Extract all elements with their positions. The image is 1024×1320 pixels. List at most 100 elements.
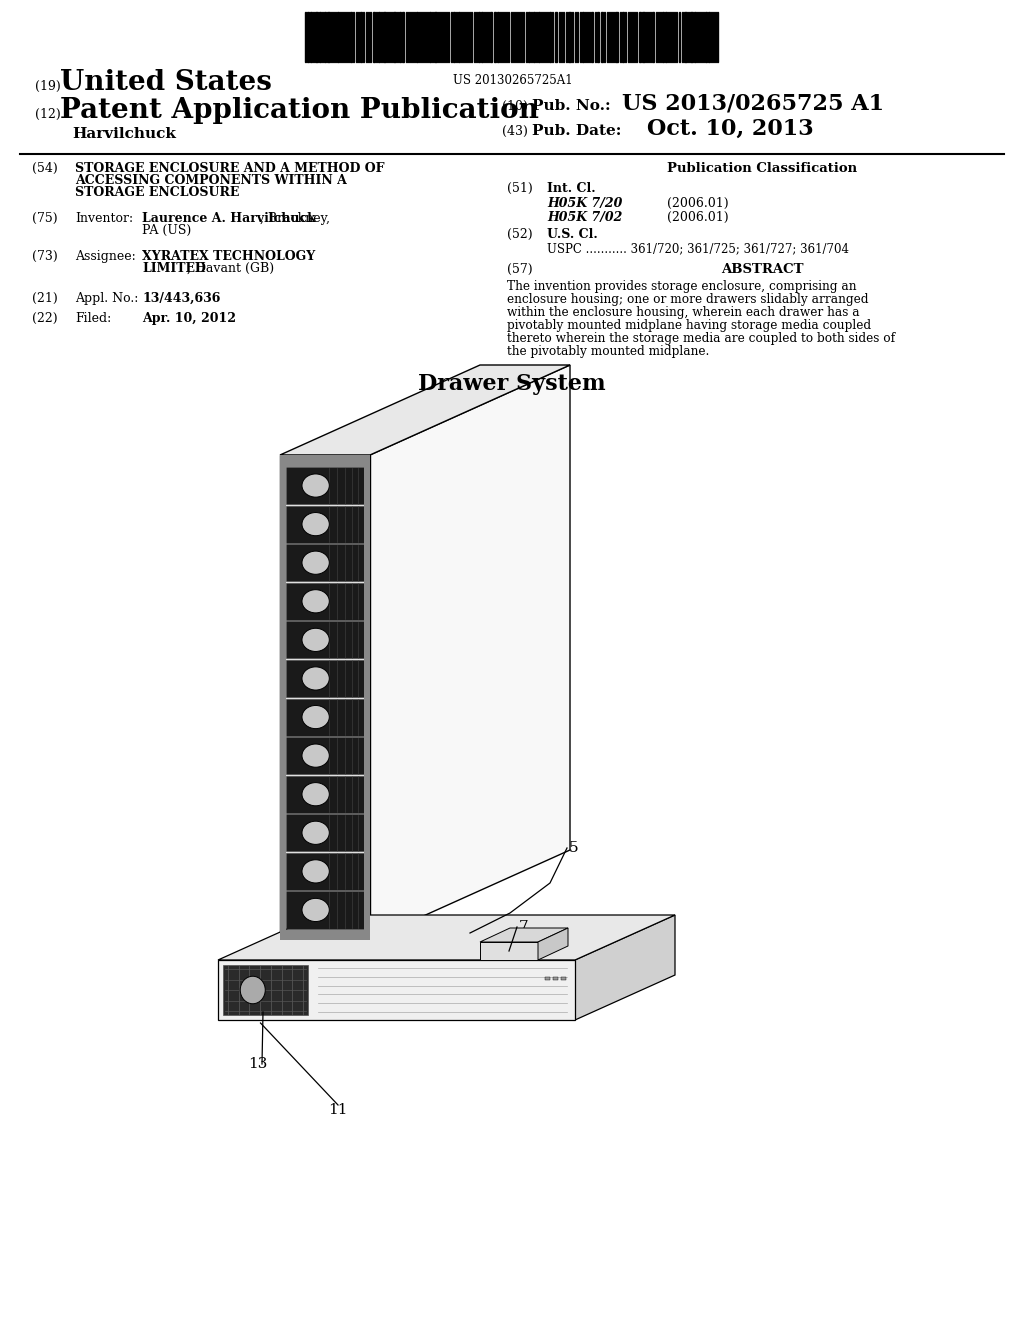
Polygon shape (575, 915, 675, 1020)
Text: 13/443,636: 13/443,636 (142, 292, 220, 305)
Bar (402, 12, 404, 62)
Text: USPC ........... 361/720; 361/725; 361/727; 361/704: USPC ........... 361/720; 361/725; 361/7… (547, 242, 849, 255)
Bar (373, 12, 375, 62)
Text: (51): (51) (507, 182, 532, 195)
Bar (494, 12, 496, 62)
Text: , Havant (GB): , Havant (GB) (187, 261, 274, 275)
Text: pivotably mounted midplane having storage media coupled: pivotably mounted midplane having storag… (507, 319, 871, 333)
Bar (315, 12, 318, 62)
Text: (73): (73) (32, 249, 57, 263)
Bar (319, 12, 321, 62)
Bar (286, 737, 364, 774)
Bar (549, 12, 551, 62)
Text: Publication Classification: Publication Classification (667, 162, 857, 176)
Bar (286, 506, 364, 543)
Bar (286, 467, 364, 504)
Ellipse shape (302, 512, 330, 536)
Bar (481, 12, 483, 62)
Text: Apr. 10, 2012: Apr. 10, 2012 (142, 312, 236, 325)
Bar (286, 582, 364, 620)
Bar (480, 942, 538, 960)
Bar (327, 12, 330, 62)
Text: thereto wherein the storage media are coupled to both sides of: thereto wherein the storage media are co… (507, 333, 895, 345)
Text: Assignee:: Assignee: (75, 249, 136, 263)
Bar (705, 12, 707, 62)
Ellipse shape (302, 552, 330, 574)
Polygon shape (280, 366, 570, 455)
Text: (19): (19) (35, 81, 60, 92)
Bar (280, 455, 286, 940)
Text: , Brackney,: , Brackney, (260, 213, 330, 224)
Bar (694, 12, 696, 62)
Text: 7: 7 (519, 920, 528, 935)
Bar (383, 12, 386, 62)
Bar (684, 12, 687, 62)
Text: XYRATEX TECHNOLOGY: XYRATEX TECHNOLOGY (142, 249, 315, 263)
Ellipse shape (302, 899, 330, 921)
Bar (286, 814, 364, 851)
Text: within the enclosure housing, wherein each drawer has a: within the enclosure housing, wherein ea… (507, 306, 859, 319)
Bar (307, 12, 309, 62)
Text: STORAGE ENCLOSURE AND A METHOD OF: STORAGE ENCLOSURE AND A METHOD OF (75, 162, 384, 176)
Text: Oct. 10, 2013: Oct. 10, 2013 (647, 117, 814, 140)
Bar (310, 12, 312, 62)
Text: 5: 5 (569, 841, 579, 855)
Text: ACCESSING COMPONENTS WITHIN A: ACCESSING COMPONENTS WITHIN A (75, 174, 347, 187)
Ellipse shape (302, 705, 330, 729)
Text: (54): (54) (32, 162, 57, 176)
Bar (360, 12, 362, 62)
Bar (286, 891, 364, 928)
Bar (429, 12, 431, 62)
Text: Pub. Date:: Pub. Date: (532, 124, 622, 139)
Bar (690, 12, 693, 62)
Text: ABSTRACT: ABSTRACT (721, 263, 803, 276)
Bar (280, 455, 370, 467)
Bar (708, 12, 710, 62)
Bar (534, 12, 535, 62)
Bar (416, 12, 418, 62)
Bar (286, 698, 364, 735)
Bar (337, 12, 339, 62)
Text: (2006.01): (2006.01) (667, 211, 729, 224)
Ellipse shape (241, 977, 265, 1003)
Text: Laurence A. Harvilchuck: Laurence A. Harvilchuck (142, 213, 315, 224)
Bar (639, 12, 641, 62)
Bar (555, 12, 557, 62)
Bar (582, 12, 584, 62)
Text: (12): (12) (35, 108, 60, 121)
Bar (478, 12, 480, 62)
Text: (21): (21) (32, 292, 57, 305)
Ellipse shape (302, 667, 330, 690)
Text: (52): (52) (507, 228, 532, 242)
Text: (22): (22) (32, 312, 57, 325)
Bar (324, 12, 326, 62)
Bar (286, 622, 364, 659)
Bar (561, 977, 566, 979)
Bar (399, 12, 401, 62)
Text: Pub. No.:: Pub. No.: (532, 99, 610, 114)
Bar (223, 965, 308, 1015)
Text: 11: 11 (329, 1104, 348, 1117)
Text: LIMITED: LIMITED (142, 261, 206, 275)
Text: US 20130265725A1: US 20130265725A1 (453, 74, 572, 87)
Text: Drawer System: Drawer System (418, 374, 606, 395)
Text: the pivotably mounted midplane.: the pivotably mounted midplane. (507, 345, 710, 358)
Text: H05K 7/20: H05K 7/20 (547, 197, 623, 210)
Text: (43): (43) (502, 125, 528, 139)
Polygon shape (480, 928, 568, 942)
Text: United States: United States (60, 69, 272, 96)
Text: Int. Cl.: Int. Cl. (547, 182, 596, 195)
Bar (538, 12, 540, 62)
Bar (553, 977, 558, 979)
Bar (615, 12, 618, 62)
Bar (642, 12, 645, 62)
Ellipse shape (302, 821, 330, 845)
Bar (458, 12, 460, 62)
Text: (10): (10) (502, 100, 528, 114)
Ellipse shape (302, 628, 330, 652)
Polygon shape (280, 455, 370, 940)
Bar (591, 12, 593, 62)
Text: (75): (75) (32, 213, 57, 224)
Text: Inventor:: Inventor: (75, 213, 133, 224)
Text: U.S. Cl.: U.S. Cl. (547, 228, 598, 242)
